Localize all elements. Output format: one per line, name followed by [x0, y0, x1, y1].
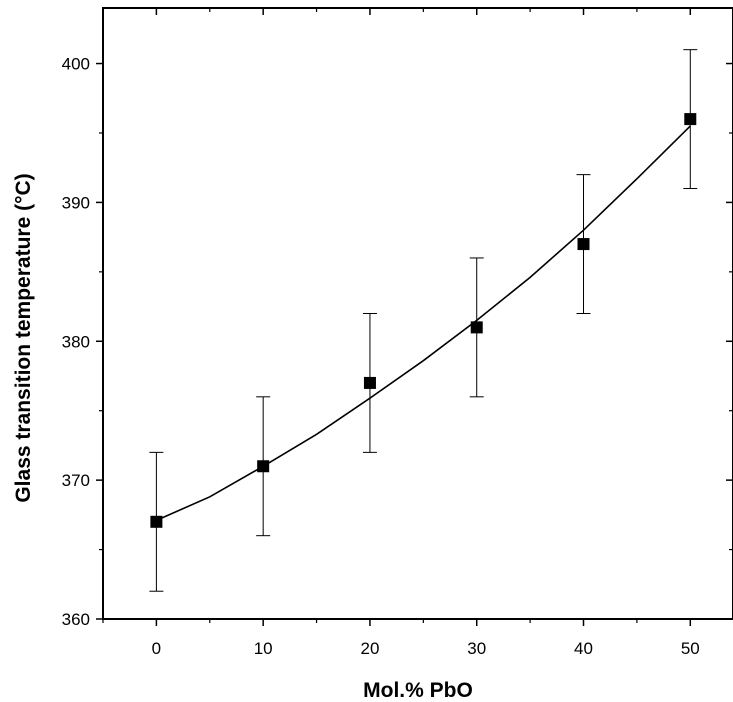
data-point: [684, 113, 697, 126]
data-point: [257, 460, 270, 473]
axes: [102, 7, 733, 620]
tick-labels: 0 10 20 30 40 50 360 370 380 390 400: [62, 55, 700, 658]
y-tick-label: 380: [62, 332, 90, 351]
error-bars: [149, 49, 698, 592]
data-point: [363, 376, 376, 389]
data-point: [577, 238, 590, 251]
data-points: [150, 113, 697, 528]
fit-curve: [156, 125, 691, 522]
y-tick-label: 400: [62, 55, 90, 74]
ticks: [96, 8, 733, 626]
y-tick-label: 360: [62, 610, 90, 629]
x-tick-label: 0: [152, 639, 161, 658]
data-point: [150, 515, 163, 528]
data-point: [470, 321, 483, 334]
x-tick-label: 50: [681, 639, 700, 658]
x-tick-label: 40: [574, 639, 593, 658]
x-tick-label: 10: [254, 639, 273, 658]
fit-curve-layer: [156, 125, 691, 522]
y-axis-title: Glass transition temperature (°C): [12, 173, 35, 502]
y-tick-label: 390: [62, 193, 90, 212]
plot-frame: [102, 7, 733, 620]
x-tick-label: 30: [467, 639, 486, 658]
y-tick-label: 370: [62, 471, 90, 490]
x-axis-title: Mol.% PbO: [363, 679, 473, 702]
x-tick-label: 20: [360, 639, 379, 658]
